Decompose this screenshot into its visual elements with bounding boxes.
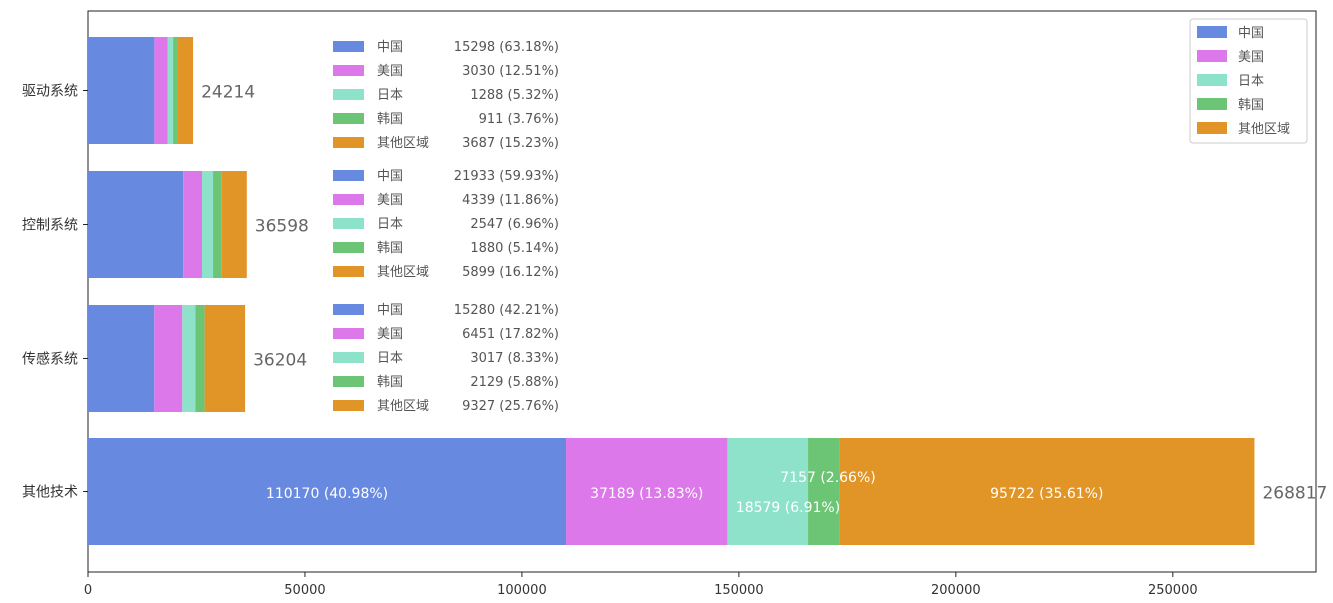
legend-swatch: [1197, 26, 1227, 38]
inner-legend-value: 21933 (59.93%): [454, 169, 559, 184]
bar-3-1: [88, 305, 154, 412]
inner-legend-value: 2129 (5.88%): [470, 375, 559, 390]
category-label: 驱动系统: [22, 84, 78, 100]
inner-legend-name: 美国: [377, 327, 403, 342]
inner-legend-name: 美国: [377, 64, 403, 79]
legend-label: 其他区域: [1238, 122, 1290, 137]
inner-legend-value: 1288 (5.32%): [470, 88, 559, 103]
legend-swatch: [1197, 122, 1227, 134]
bar-3-2: [154, 305, 182, 412]
inner-legend-value: 6451 (17.82%): [462, 327, 559, 342]
inner-legend-value: 15298 (63.18%): [454, 40, 559, 55]
inner-legend-value: 3017 (8.33%): [470, 351, 559, 366]
inner-legend-swatch: [333, 304, 364, 315]
inner-legend-value: 5899 (16.12%): [462, 265, 559, 280]
inner-legend-swatch: [333, 113, 364, 124]
bar-3-5: [205, 305, 245, 412]
total-label: 36204: [253, 351, 307, 371]
inner-legend-swatch: [333, 400, 364, 411]
inner-legend-value: 3030 (12.51%): [462, 64, 559, 79]
segment-label: 110170 (40.98%): [266, 486, 388, 502]
total-label: 268817: [1262, 484, 1327, 504]
inner-legend-name: 中国: [377, 303, 403, 318]
inner-legend-swatch: [333, 266, 364, 277]
x-tick-label: 150000: [714, 583, 764, 598]
inner-legend-name: 日本: [377, 217, 403, 232]
bar-1-2: [154, 37, 167, 144]
bar-2-3: [202, 171, 213, 278]
x-tick-label: 200000: [931, 583, 981, 598]
x-tick-label: 250000: [1148, 583, 1198, 598]
bar-1-5: [177, 37, 193, 144]
inner-legend-swatch: [333, 170, 364, 181]
inner-legend-value: 15280 (42.21%): [454, 303, 559, 318]
bar-3-4: [195, 305, 204, 412]
bar-2-5: [221, 171, 247, 278]
x-tick-label: 50000: [284, 583, 325, 598]
inner-legend-name: 韩国: [377, 112, 403, 127]
x-tick-label: 100000: [497, 583, 547, 598]
inner-legend-swatch: [333, 376, 364, 387]
inner-legend-value: 3687 (15.23%): [462, 136, 559, 151]
inner-legend-name: 日本: [377, 351, 403, 366]
inner-legend-swatch: [333, 328, 364, 339]
inner-legend-swatch: [333, 41, 364, 52]
segment-label: 37189 (13.83%): [590, 486, 703, 502]
category-label: 控制系统: [22, 218, 78, 234]
bar-4-3: [727, 438, 808, 545]
inner-legend-swatch: [333, 194, 364, 205]
legend-swatch: [1197, 50, 1227, 62]
inner-legend-name: 其他区域: [377, 399, 429, 414]
inner-legend-swatch: [333, 352, 364, 363]
bar-1-1: [88, 37, 154, 144]
inner-legend-name: 韩国: [377, 375, 403, 390]
legend-swatch: [1197, 98, 1227, 110]
inner-legend-swatch: [333, 242, 364, 253]
inner-legend-name: 其他区域: [377, 265, 429, 280]
inner-legend-value: 9327 (25.76%): [462, 399, 559, 414]
inner-legend-swatch: [333, 65, 364, 76]
inner-legend-name: 其他区域: [377, 136, 429, 151]
inner-legend-value: 1880 (5.14%): [470, 241, 559, 256]
inner-legend-value: 4339 (11.86%): [462, 193, 559, 208]
bar-4-4: [808, 438, 839, 545]
segment-label: 18579 (6.91%): [736, 500, 840, 516]
total-label: 24214: [201, 83, 255, 103]
bar-1-3: [168, 37, 174, 144]
x-tick-label: 0: [84, 583, 92, 598]
bar-2-1: [88, 171, 183, 278]
inner-legend-swatch: [333, 89, 364, 100]
category-label: 传感系统: [22, 351, 78, 368]
bar-2-2: [183, 171, 202, 278]
legend-swatch: [1197, 74, 1227, 86]
bar-1-4: [173, 37, 177, 144]
total-label: 36598: [255, 217, 309, 237]
bar-3-3: [182, 305, 195, 412]
legend-label: 美国: [1238, 50, 1264, 65]
inner-legend-name: 中国: [377, 169, 403, 184]
legend-label: 中国: [1238, 26, 1264, 41]
legend-label: 韩国: [1238, 98, 1264, 113]
inner-legend-swatch: [333, 137, 364, 148]
inner-legend-swatch: [333, 218, 364, 229]
bar-2-4: [213, 171, 221, 278]
inner-legend-value: 2547 (6.96%): [470, 217, 559, 232]
legend-label: 日本: [1238, 74, 1264, 89]
segment-label: 95722 (35.61%): [990, 486, 1103, 502]
inner-legend-name: 中国: [377, 40, 403, 55]
inner-legend-name: 韩国: [377, 241, 403, 256]
inner-legend-name: 日本: [377, 88, 403, 103]
inner-legend-value: 911 (3.76%): [479, 112, 559, 127]
inner-legend-name: 美国: [377, 193, 403, 208]
category-label: 其他技术: [22, 485, 78, 501]
segment-label: 7157 (2.66%): [780, 470, 875, 486]
